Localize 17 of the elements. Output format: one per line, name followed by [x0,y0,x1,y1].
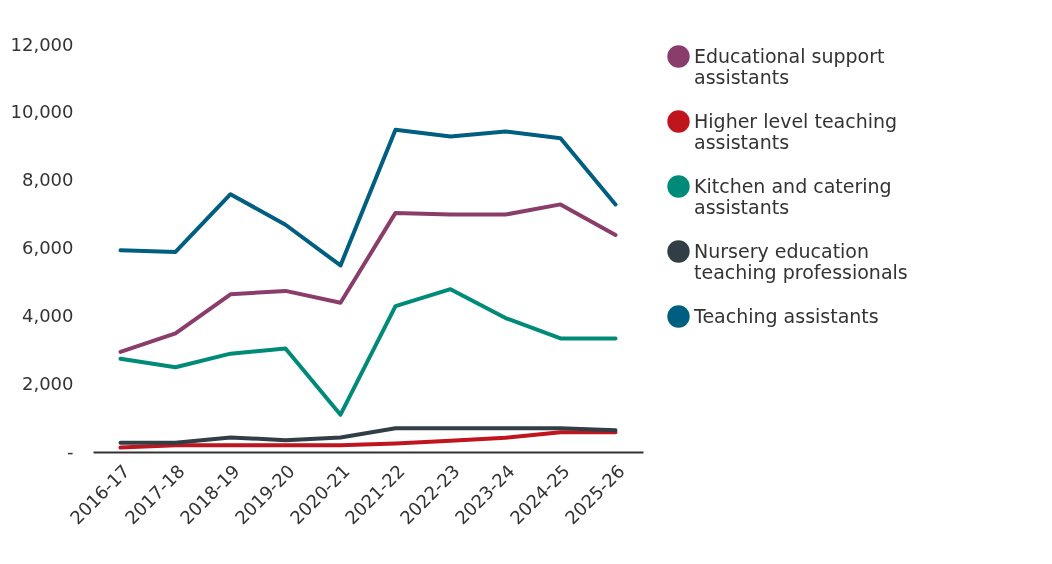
line-series [118,127,618,268]
legend-label: Higher level teaching assistants [694,109,898,153]
line-series [118,430,618,450]
y-tick-label: - [67,440,74,462]
legend-label: Educational support assistants [694,44,885,88]
y-tick-label: 8,000 [21,169,74,191]
legend-label: Kitchen and catering assistants [694,174,892,218]
y-tick-label: 6,000 [21,237,74,258]
y-tick-label: 10,000 [10,101,74,123]
y-tick-label: 12,000 [10,33,74,55]
y-tick-label: 2,000 [21,372,74,394]
line-series [118,426,618,445]
line-series [118,202,618,354]
legend-label: Teaching assistants [693,304,879,327]
line-series [118,287,618,417]
y-tick-label: 4,000 [21,304,74,326]
legend-label: Nursery education teaching professionals [694,239,908,283]
